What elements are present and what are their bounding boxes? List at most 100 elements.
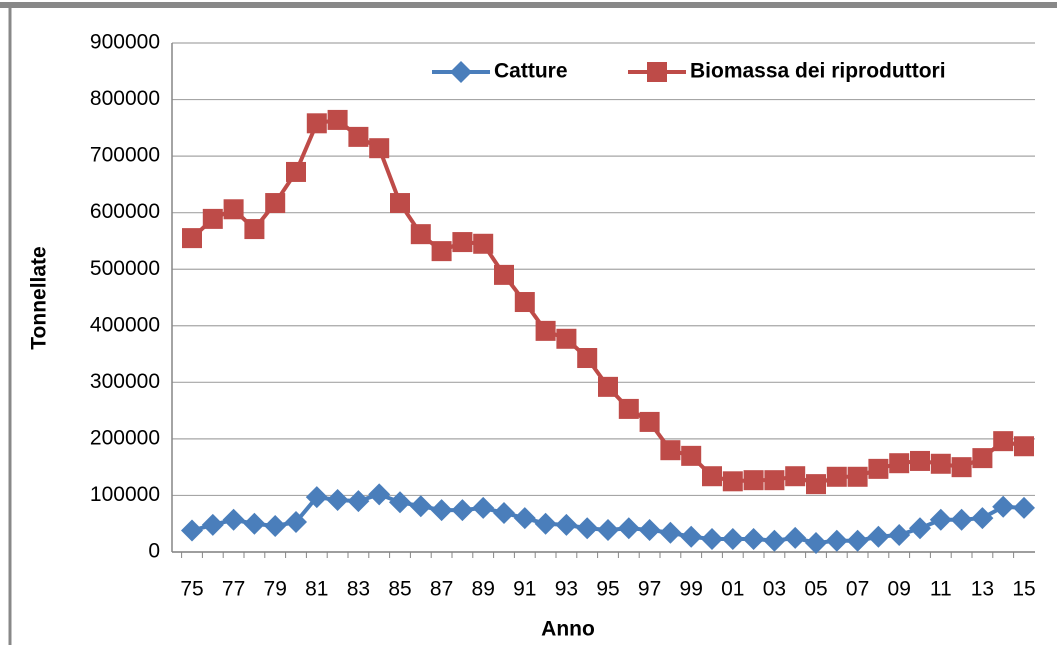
x-tick-label: 91 [513,578,536,601]
data-point [472,496,495,519]
y-tick-label: 300000 [90,370,160,393]
x-tick-label: 07 [846,578,869,601]
data-point [910,450,930,471]
data-point [513,507,536,530]
data-point [784,526,807,549]
x-tick-label: 85 [388,578,411,601]
data-point [702,466,722,487]
data-point [971,507,994,530]
x-axis-label: Anno [541,618,595,641]
x-tick-label: 89 [472,578,495,601]
data-point [826,466,847,487]
legend-label: Biomassa dei riproduttori [690,60,946,83]
data-point [493,501,515,524]
data-point [410,224,431,245]
y-tick-label: 500000 [90,257,160,280]
data-point [742,527,765,550]
y-tick-label: 400000 [90,313,160,336]
data-point [1014,436,1034,457]
legend-marker [647,62,667,82]
data-point [763,529,786,552]
data-point [326,488,349,511]
data-point [930,453,951,474]
x-tick-label: 97 [638,578,661,601]
data-point [305,486,328,509]
data-point [430,499,453,522]
data-point [597,518,619,541]
data-point [681,445,702,466]
data-point [243,512,266,535]
data-point [722,471,743,492]
x-tick-label: 13 [971,578,994,601]
data-point [805,531,827,554]
data-point [347,490,370,513]
x-tick-label: 79 [264,578,287,601]
y-tick-label: 100000 [90,483,160,506]
data-point [1013,496,1035,519]
data-point [888,524,911,547]
x-tick-label: 05 [804,578,827,601]
legend-label: Catture [494,60,568,83]
x-tick-label: 75 [180,578,203,601]
data-point [847,466,868,487]
data-point [868,458,889,479]
y-tick-label: 200000 [90,426,160,449]
x-tick-label: 93 [555,578,578,601]
data-point [785,466,806,487]
data-point [618,398,639,419]
data-point [825,529,848,552]
data-point [555,513,578,536]
y-tick-label: 800000 [90,87,160,110]
data-point [348,126,369,147]
data-point [639,411,660,432]
data-point [598,376,618,397]
data-point [222,508,245,531]
data-point [306,113,327,134]
data-point [452,232,473,253]
data-point [743,470,764,491]
data-point [182,228,202,249]
data-point [617,517,640,540]
x-tick-label: 01 [721,578,744,601]
data-point [389,491,411,514]
data-point [680,525,703,548]
data-point [368,483,391,506]
data-point [494,264,514,285]
data-point [390,193,410,214]
x-tick-label: 15 [1012,578,1035,601]
data-point [992,495,1015,518]
data-point [202,208,223,229]
data-point [721,527,744,550]
data-point [950,508,973,531]
data-point [846,529,869,552]
y-tick-label: 0 [148,540,160,563]
data-point [993,431,1014,452]
data-point [972,448,993,469]
data-point [451,499,474,522]
data-point [889,453,910,474]
data-point [409,495,432,518]
data-point [285,511,307,534]
data-point [369,138,390,159]
data-point [327,109,348,130]
x-tick-label: 11 [930,578,952,601]
y-tick-label: 900000 [90,31,160,54]
y-tick-label: 600000 [90,200,160,223]
data-point [556,328,577,349]
x-tick-label: 03 [763,578,786,601]
x-tick-label: 83 [347,578,370,601]
x-tick-label: 09 [888,578,911,601]
x-tick-label: 95 [596,578,619,601]
data-point [264,514,287,537]
data-point [431,241,452,262]
legend-marker [450,61,472,83]
data-point [286,161,306,182]
data-point [181,519,203,542]
data-point [638,518,661,541]
data-point [951,457,972,478]
data-point [473,233,494,254]
x-tick-label: 87 [430,578,453,601]
data-point [701,527,723,550]
y-axis-label: Tonnellate [28,246,51,349]
